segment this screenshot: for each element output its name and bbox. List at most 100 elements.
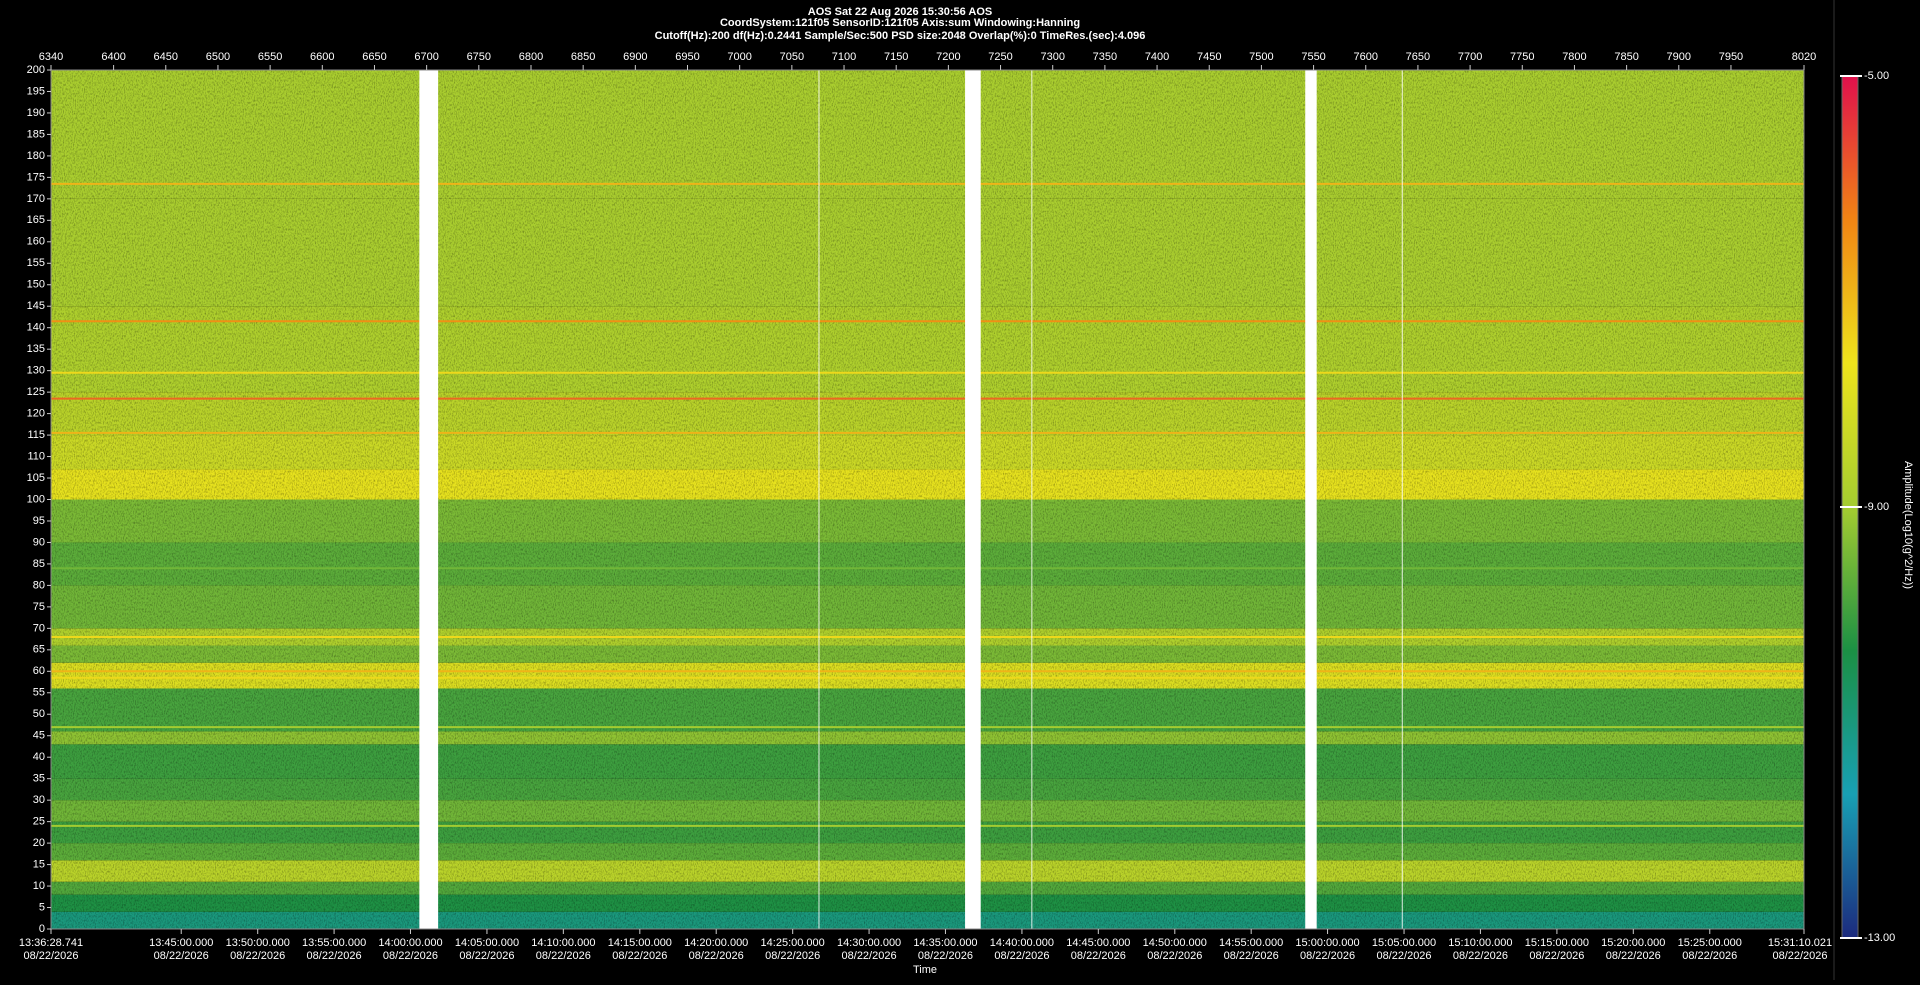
x-tick-label: 8020 [1792, 51, 1816, 63]
time-tick-label: 14:15:00.000 08/22/2026 [607, 937, 672, 962]
y-tick-label: 135 [27, 343, 45, 355]
x-tick-label: 6500 [206, 51, 230, 63]
time-tick-label: 14:25:00.000 08/22/2026 [760, 937, 825, 962]
y-tick-label: 165 [27, 214, 45, 226]
time-tick-label: 15:15:00.000 08/22/2026 [1524, 937, 1590, 962]
x-tick-label: 7600 [1354, 51, 1378, 63]
x-tick-label: 7500 [1249, 51, 1273, 63]
x-tick-label: 6850 [571, 51, 595, 63]
data-gap [419, 70, 439, 929]
time-tick-label: 14:10:00.000 08/22/2026 [531, 937, 596, 962]
time-tick-label: 14:50:00.000 08/22/2026 [1142, 937, 1207, 962]
subtitle: CoordSystem:121f05 SensorID:121f05 Axis:… [720, 17, 1080, 29]
time-tick-label: 13:36:28.741 08/22/2026 [18, 937, 84, 962]
y-tick-label: 120 [27, 408, 45, 420]
y-tick-label: 45 [33, 730, 45, 742]
x-tick-label: 7450 [1197, 51, 1221, 63]
y-tick-label: 145 [27, 300, 45, 312]
x-axis-label: Time [913, 964, 937, 976]
time-tick-label: 14:55:00.000 08/22/2026 [1219, 937, 1284, 962]
y-tick-label: 200 [27, 64, 45, 76]
y-tick-label: 15 [33, 858, 45, 870]
y-tick-label: 35 [33, 773, 45, 785]
y-tick-label: 50 [33, 708, 45, 720]
y-tick-label: 65 [33, 644, 45, 656]
y-tick-label: 40 [33, 751, 45, 763]
y-tick-label: 140 [27, 322, 45, 334]
time-tick-label: 14:00:00.000 08/22/2026 [378, 937, 443, 962]
y-tick-label: 60 [33, 665, 45, 677]
time-tick-label: 14:40:00.000 08/22/2026 [989, 937, 1055, 962]
y-tick-label: 155 [27, 257, 45, 269]
y-tick-label: 75 [33, 601, 45, 613]
y-tick-label: 55 [33, 687, 45, 699]
x-tick-label: 6550 [258, 51, 282, 63]
time-tick-label: 14:20:00.000 08/22/2026 [684, 937, 749, 962]
x-tick-label: 7100 [832, 51, 856, 63]
y-tick-label: 90 [33, 536, 45, 548]
y-tick-label: 30 [33, 794, 45, 806]
colorbar-label: Amplitude(Log10(g^2/Hz)) [1902, 461, 1914, 589]
y-tick-label: 175 [27, 171, 45, 183]
y-tick-label: 20 [33, 837, 45, 849]
time-tick-label: 15:20:00.000 08/22/2026 [1601, 937, 1666, 962]
y-tick-label: 125 [27, 386, 45, 398]
data-gap [965, 70, 981, 929]
y-tick-label: 105 [27, 472, 45, 484]
time-tick-label: 14:35:00.000 08/22/2026 [913, 937, 978, 962]
time-tick-label: 13:45:00.000 08/22/2026 [149, 937, 214, 962]
y-tick-label: 170 [27, 193, 45, 205]
time-tick-label: 13:55:00.000 08/22/2026 [301, 937, 367, 962]
x-tick-label: 7850 [1614, 51, 1638, 63]
time-tick-label: 15:00:00.000 08/22/2026 [1295, 937, 1360, 962]
time-tick-label: 14:05:00.000 08/22/2026 [454, 937, 520, 962]
x-tick-label: 6650 [362, 51, 386, 63]
colorbar-tick-label: -13.00 [1864, 932, 1895, 944]
y-tick-label: 180 [27, 150, 45, 162]
x-tick-label: 7250 [988, 51, 1012, 63]
time-tick-label: 15:10:00.000 08/22/2026 [1448, 937, 1513, 962]
x-tick-label: 6800 [519, 51, 543, 63]
time-tick-label: 15:05:00.000 08/22/2026 [1371, 937, 1437, 962]
y-tick-label: 110 [27, 450, 45, 462]
y-tick-label: 150 [27, 279, 45, 291]
y-tick-label: 0 [39, 923, 45, 935]
y-tick-label: 5 [39, 901, 45, 913]
y-tick-label: 10 [33, 880, 45, 892]
x-tick-label: 6750 [467, 51, 491, 63]
time-tick-label: 15:25:00.000 08/22/2026 [1677, 937, 1742, 962]
x-tick-label: 7700 [1458, 51, 1482, 63]
x-tick-label: 6400 [101, 51, 125, 63]
y-tick-label: 25 [33, 816, 45, 828]
x-tick-label: 7400 [1145, 51, 1169, 63]
y-tick-label: 85 [33, 558, 45, 570]
x-tick-label: 7900 [1667, 51, 1691, 63]
colorbar-tick-label: -9.00 [1864, 501, 1889, 513]
x-tick-label: 7200 [936, 51, 960, 63]
y-tick-label: 70 [33, 622, 45, 634]
x-tick-label: 7650 [1406, 51, 1430, 63]
y-tick-label: 115 [27, 429, 45, 441]
x-tick-label: 7350 [1093, 51, 1117, 63]
title: AOS Sat 22 Aug 2026 15:30:56 AOS [808, 6, 992, 18]
y-tick-label: 130 [27, 365, 45, 377]
y-tick-label: 185 [27, 128, 45, 140]
subtitle: Cutoff(Hz):200 df(Hz):0.2441 Sample/Sec:… [655, 30, 1146, 42]
x-tick-label: 6450 [154, 51, 178, 63]
time-tick-label: 14:45:00.000 08/22/2026 [1066, 937, 1131, 962]
x-tick-label: 6700 [414, 51, 438, 63]
x-tick-label: 6340 [39, 51, 63, 63]
x-tick-label: 7800 [1562, 51, 1586, 63]
y-tick-label: 100 [27, 493, 45, 505]
time-tick-label: 13:50:00.000 08/22/2026 [225, 937, 290, 962]
y-tick-label: 190 [27, 107, 45, 119]
x-tick-label: 6950 [675, 51, 699, 63]
x-tick-label: 7950 [1719, 51, 1743, 63]
y-tick-label: 95 [33, 515, 45, 527]
colorbar-tick-label: -5.00 [1864, 70, 1889, 82]
texture [51, 70, 1804, 929]
x-tick-label: 7550 [1301, 51, 1325, 63]
y-tick-label: 80 [33, 579, 45, 591]
